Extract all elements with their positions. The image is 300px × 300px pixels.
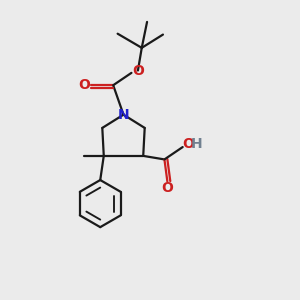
Text: O: O [182,136,194,151]
Text: N: N [118,108,129,122]
Text: O: O [79,78,91,92]
Text: H: H [191,136,202,151]
Text: O: O [132,64,144,78]
Text: O: O [161,181,173,195]
